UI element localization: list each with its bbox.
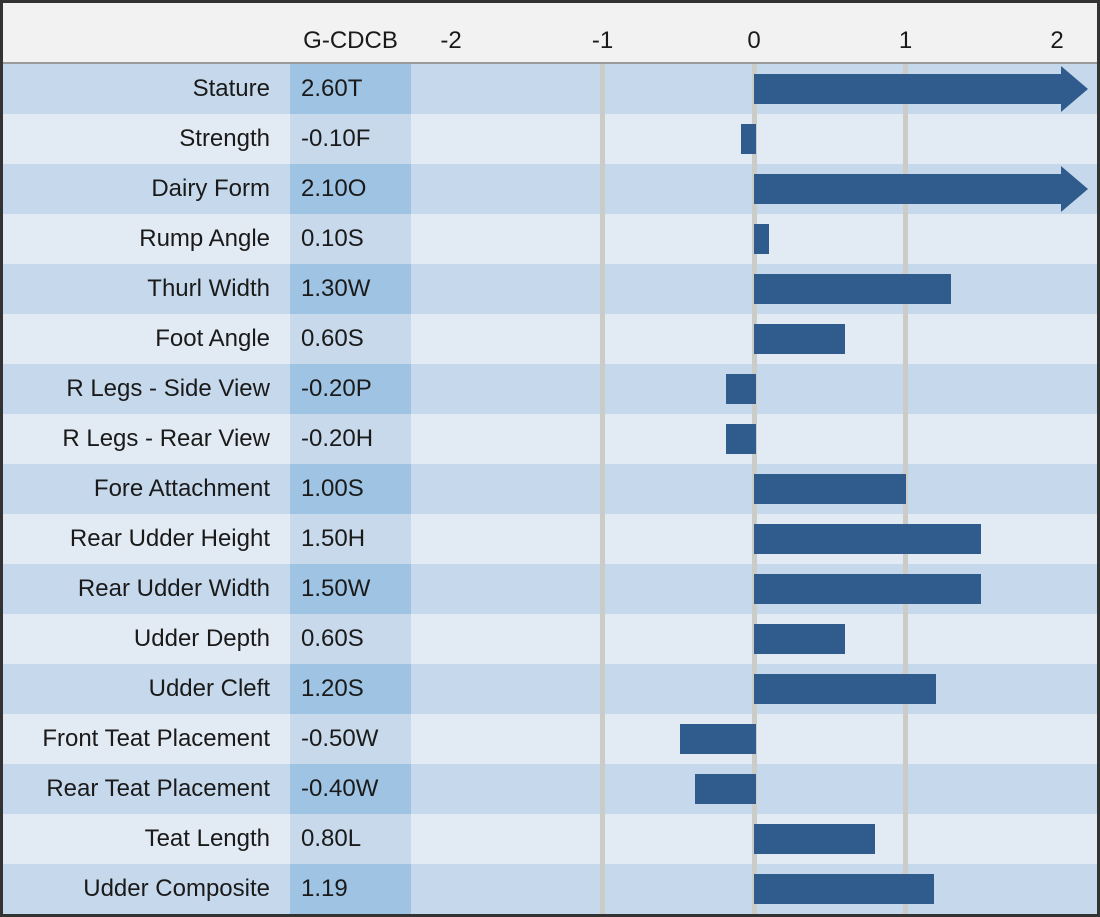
trait-bar (754, 324, 845, 354)
trait-label: Rump Angle (139, 225, 270, 252)
trait-value: 2.60T (290, 64, 411, 114)
trait-label: Udder Depth (133, 625, 270, 652)
trait-bar (695, 774, 756, 804)
trait-value: -0.20H (290, 414, 411, 464)
trait-bar (754, 674, 936, 704)
trait-value: 0.10S (290, 214, 411, 264)
table-row: Udder Depth 0.60S (3, 614, 1097, 664)
trait-value: 1.20S (290, 664, 411, 714)
table-row: Strength -0.10F (3, 114, 1097, 164)
table-row: Fore Attachment 1.00S (3, 464, 1097, 514)
trait-bar (754, 174, 1061, 204)
chart-header: G-CDCB -2 -1 0 1 2 (3, 3, 1097, 64)
axis-tick-label: 0 (747, 27, 761, 54)
trait-bar (754, 824, 876, 854)
axis-tick-label: -1 (591, 27, 614, 54)
trait-label: Fore Attachment (93, 475, 270, 502)
table-row: Udder Cleft 1.20S (3, 664, 1097, 714)
trait-label: Udder Composite (83, 875, 270, 902)
table-row: Foot Angle 0.60S (3, 314, 1097, 364)
trait-value: -0.40W (290, 764, 411, 814)
trait-value: 1.19 (290, 864, 411, 914)
trait-bar (754, 624, 845, 654)
table-row: Front Teat Placement -0.50W (3, 714, 1097, 764)
trait-label: Rear Teat Placement (46, 775, 270, 802)
trait-label: R Legs - Side View (66, 375, 270, 402)
table-row: R Legs - Rear View -0.20H (3, 414, 1097, 464)
trait-bar (725, 424, 756, 454)
trait-label: Dairy Form (151, 175, 270, 202)
table-row: Rump Angle 0.10S (3, 214, 1097, 264)
trait-label: Front Teat Placement (42, 725, 270, 752)
trait-bar (754, 224, 770, 254)
table-row: R Legs - Side View -0.20P (3, 364, 1097, 414)
trait-value: 1.00S (290, 464, 411, 514)
chart-body: Stature 2.60T Strength -0.10F Dairy Form 2.10… (3, 64, 1097, 914)
trait-label: Rear Udder Width (77, 575, 270, 602)
trait-bar (725, 374, 756, 404)
trait-bar (740, 124, 756, 154)
axis-gridline (903, 64, 908, 914)
trait-value: -0.50W (290, 714, 411, 764)
axis-tick-label: 2 (1050, 27, 1064, 54)
trait-value: 1.50H (290, 514, 411, 564)
trait-bar (754, 74, 1061, 104)
trait-label: Strength (179, 125, 270, 152)
trait-value: -0.10F (290, 114, 411, 164)
bar-overflow-arrowhead (1061, 166, 1088, 212)
trait-value: 1.50W (290, 564, 411, 614)
trait-value: 0.60S (290, 314, 411, 364)
trait-value: 2.10O (290, 164, 411, 214)
trait-label: Thurl Width (147, 275, 270, 302)
trait-bar (754, 874, 935, 904)
column-header-gcdcb: G-CDCB (303, 27, 398, 54)
axis-tick-label: 1 (898, 27, 913, 54)
trait-label: Stature (192, 75, 270, 102)
trait-label: Foot Angle (155, 325, 270, 352)
trait-value: 1.30W (290, 264, 411, 314)
trait-bar (754, 524, 982, 554)
trait-label: R Legs - Rear View (62, 425, 270, 452)
trait-bar (754, 274, 951, 304)
table-row: Teat Length 0.80L (3, 814, 1097, 864)
trait-value: 0.60S (290, 614, 411, 664)
table-row: Rear Teat Placement -0.40W (3, 764, 1097, 814)
trait-label: Rear Udder Height (69, 525, 270, 552)
trait-bar (754, 574, 982, 604)
trait-bar (680, 724, 756, 754)
axis-tick-label: -2 (440, 27, 462, 54)
trait-value: 0.80L (290, 814, 411, 864)
trait-label: Teat Length (144, 825, 270, 852)
trait-value: -0.20P (290, 364, 411, 414)
trait-label: Udder Cleft (148, 675, 270, 702)
bar-overflow-arrowhead (1061, 66, 1088, 112)
trait-bar (754, 474, 906, 504)
axis-gridline (600, 64, 605, 914)
